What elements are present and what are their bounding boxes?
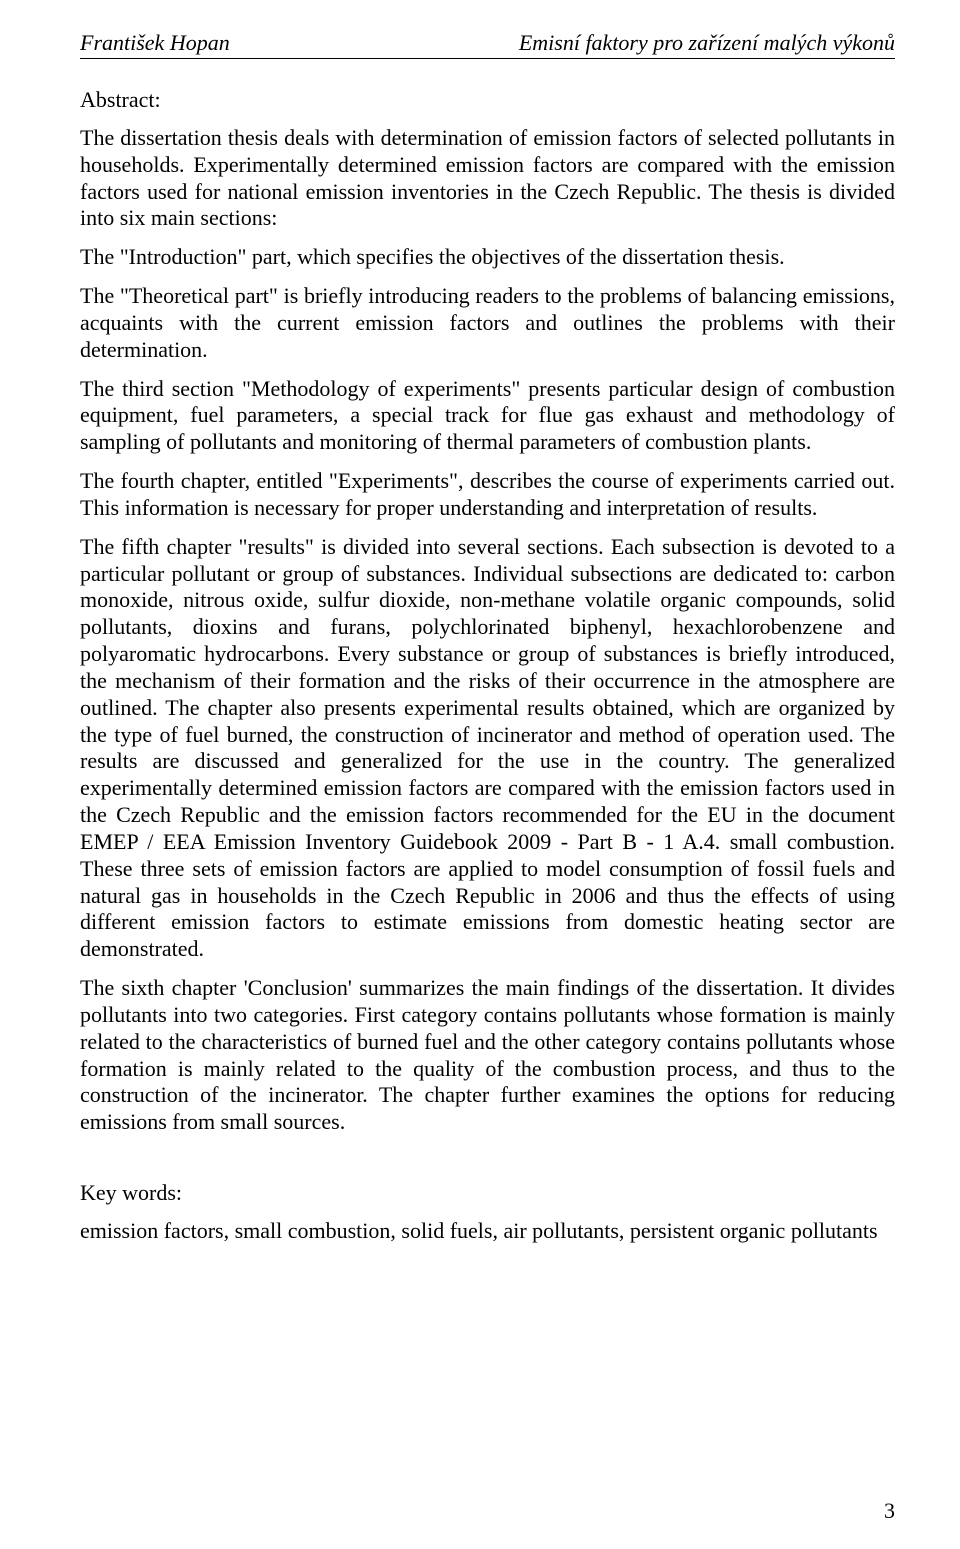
keywords-text: emission factors, small combustion, soli… bbox=[80, 1218, 895, 1244]
abstract-paragraph: The "Introduction" part, which specifies… bbox=[80, 244, 895, 271]
page-container: František Hopan Emisní faktory pro zaříz… bbox=[0, 0, 960, 1549]
keywords-label: Key words: bbox=[80, 1180, 895, 1206]
abstract-paragraph: The third section "Methodology of experi… bbox=[80, 376, 895, 456]
abstract-paragraph: The "Theoretical part" is briefly introd… bbox=[80, 283, 895, 363]
abstract-paragraph: The dissertation thesis deals with deter… bbox=[80, 125, 895, 232]
abstract-label: Abstract: bbox=[80, 87, 895, 113]
abstract-paragraph: The fifth chapter "results" is divided i… bbox=[80, 534, 895, 963]
header-author: František Hopan bbox=[80, 30, 230, 56]
header-title: Emisní faktory pro zařízení malých výkon… bbox=[519, 30, 895, 56]
abstract-paragraph: The fourth chapter, entitled "Experiment… bbox=[80, 468, 895, 522]
page-number: 3 bbox=[884, 1498, 895, 1524]
abstract-paragraph: The sixth chapter 'Conclusion' summarize… bbox=[80, 975, 895, 1136]
page-header: František Hopan Emisní faktory pro zaříz… bbox=[80, 30, 895, 59]
